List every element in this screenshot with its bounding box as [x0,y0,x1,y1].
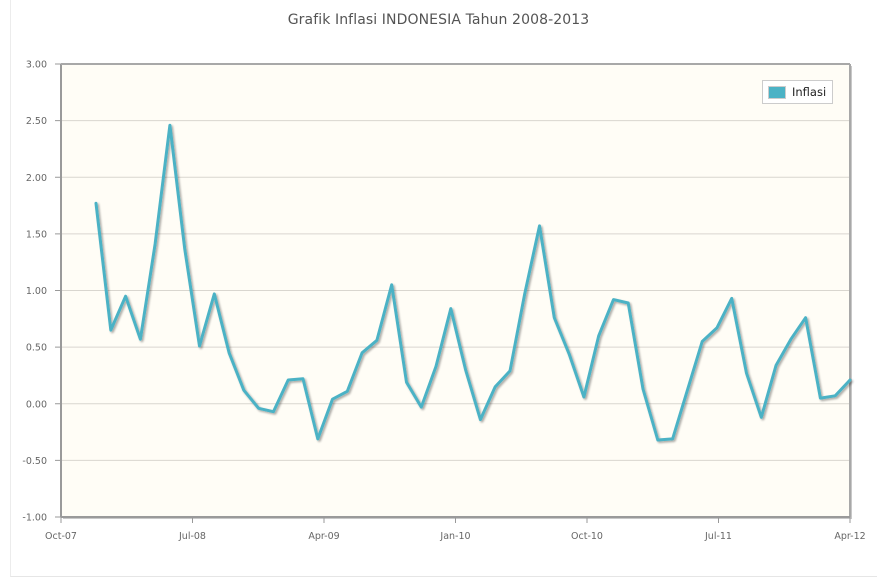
x-axis: Oct-07 Jul-08 Apr-09 Jan-10 Oct-10 Jul-11 Apr-… [45,517,866,542]
x-tick-label: Apr-09 [308,531,339,542]
y-tick-label: 1.00 [26,286,47,297]
y-tick-label: 0.50 [26,343,47,354]
y-tick-label: -1.00 [22,513,47,524]
chart-title: Grafik Inflasi INDONESIA Tahun 2008-2013 [287,12,590,28]
x-tick-label: Apr-12 [834,531,865,542]
x-tick-label: Oct-10 [571,531,603,542]
y-tick-label: 2.50 [26,116,47,127]
legend-label-inflasi: Inflasi [792,85,827,99]
x-tick-label: Oct-07 [45,531,77,542]
x-tick-label: Jan-10 [439,531,470,542]
legend-swatch-inflasi [768,85,786,99]
x-tick-label: Jul-08 [178,531,206,542]
gridlines [61,120,850,461]
legend: Inflasi [762,80,834,104]
y-tick-label: -0.50 [22,456,47,467]
x-tick-label: Jul-11 [704,531,732,542]
plot-area [61,64,852,519]
y-tick-label: 2.00 [26,173,47,184]
chart-frame [10,0,877,577]
y-tick-label: 0.00 [26,399,47,410]
series-inflasi-line [94,123,852,442]
y-tick-label: 1.50 [26,229,47,240]
y-tick-label: 3.00 [26,60,47,71]
